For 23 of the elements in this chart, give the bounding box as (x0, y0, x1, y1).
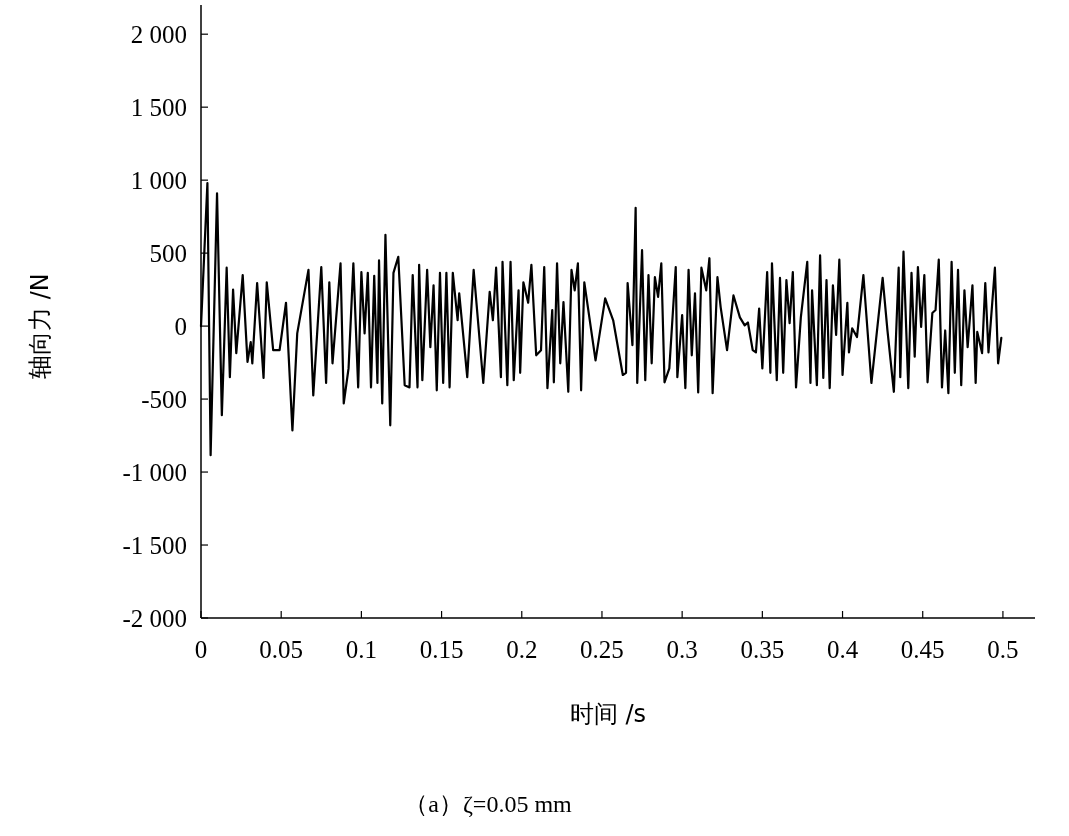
x-tick-label: 0.05 (259, 636, 304, 663)
y-tick-label: -2 000 (122, 604, 187, 632)
y-tick-label: -1 500 (122, 531, 187, 559)
x-tick-label: 0.45 (900, 636, 945, 663)
x-tick-label: 0.35 (740, 636, 785, 663)
x-tick-label: 0.15 (419, 636, 464, 663)
y-tick-label: 500 (149, 239, 187, 267)
x-tick-label: 0.3 (666, 636, 698, 663)
x-tick-label: 0 (194, 636, 208, 663)
x-tick-label: 0.2 (506, 636, 538, 663)
x-tick-label: 0.4 (826, 636, 859, 663)
text: （a）ζ=0.05 mm (404, 791, 573, 817)
y-tick-label: 1 000 (130, 166, 187, 194)
x-tick-label: 0.5 (987, 636, 1019, 663)
y-tick-label: -1 000 (122, 458, 187, 486)
y-tick-label: 2 000 (130, 20, 187, 48)
y-tick-label: 0 (174, 312, 187, 340)
y-tick-label: 1 500 (130, 93, 187, 121)
x-tick-label: 0.1 (345, 636, 378, 663)
y-tick-label: -500 (141, 385, 187, 413)
x-axis-title: 时间 /s (569, 700, 647, 728)
x-tick-label: 0.25 (580, 636, 624, 663)
y-axis-title: 轴向力 /N (26, 273, 54, 379)
